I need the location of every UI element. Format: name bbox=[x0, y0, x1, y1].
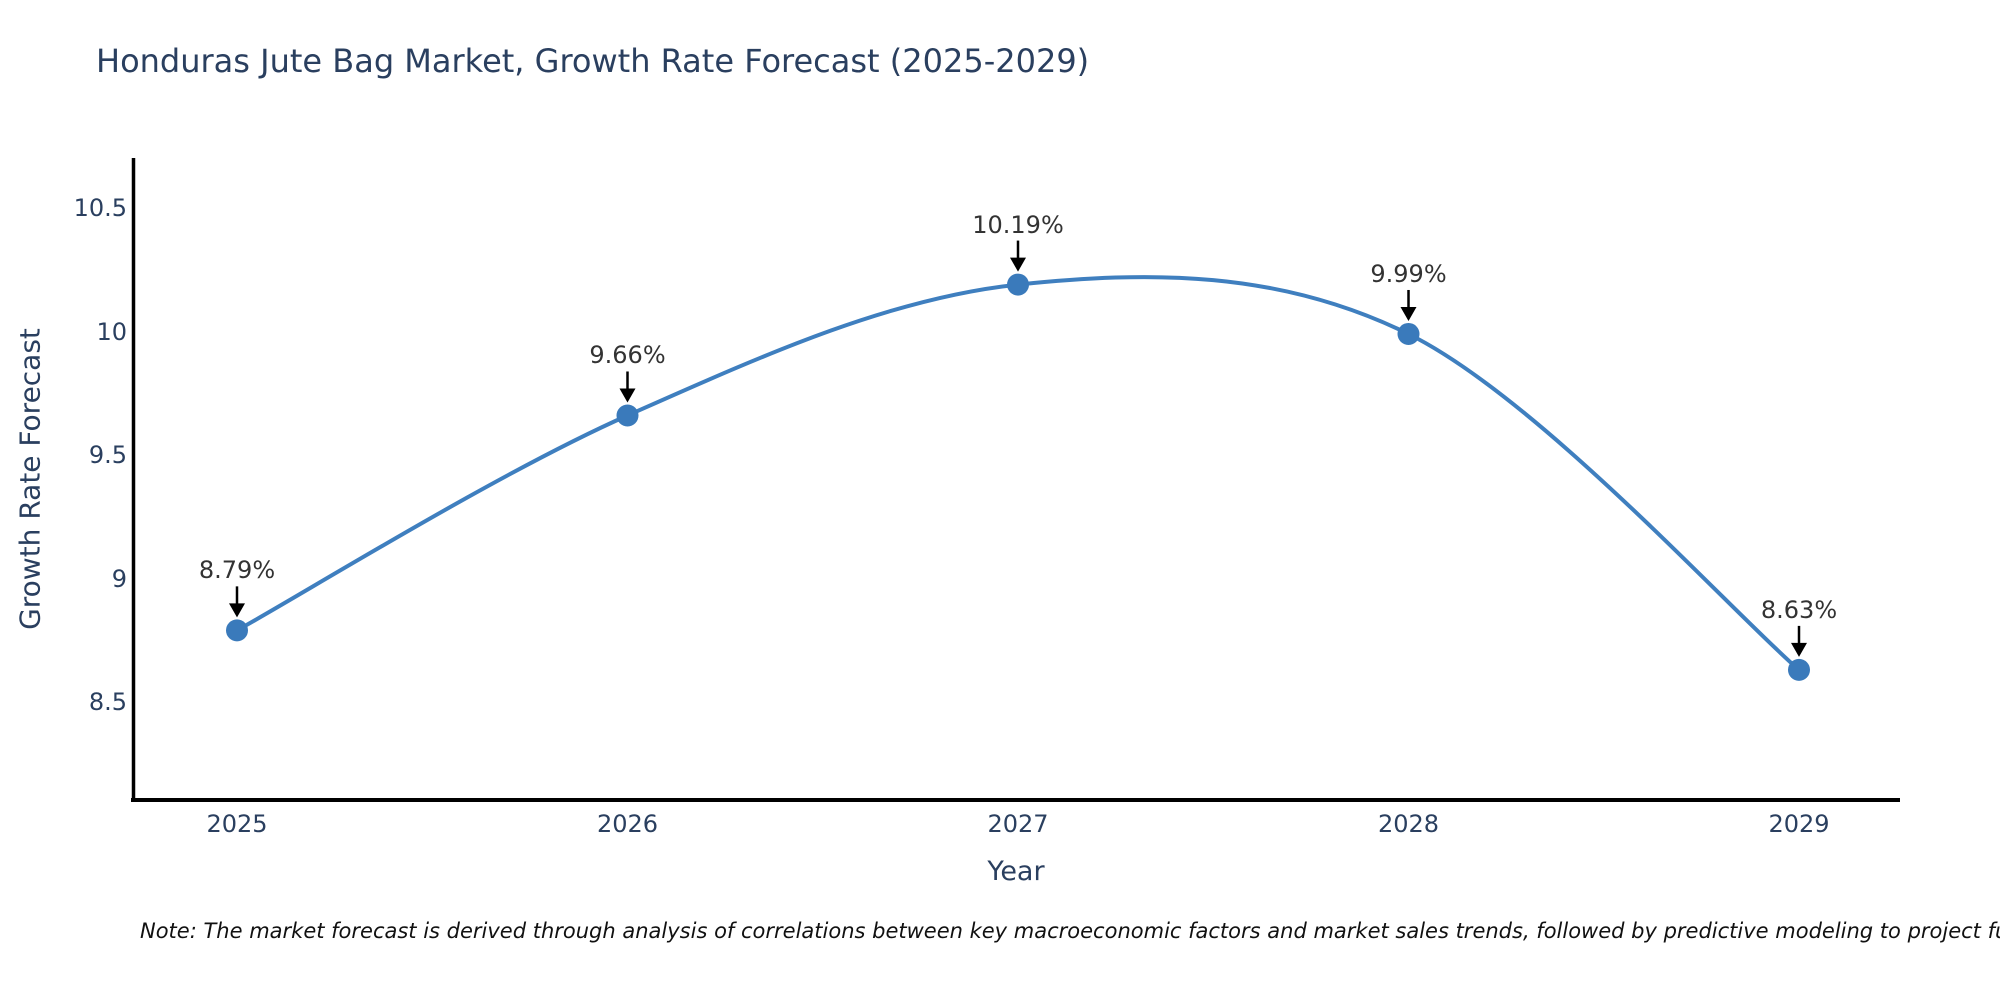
y-tick-label: 10 bbox=[96, 317, 127, 346]
annotation-arrow-head bbox=[619, 388, 636, 403]
data-point-marker bbox=[226, 619, 248, 642]
point-value-label: 9.99% bbox=[1370, 259, 1447, 288]
data-point-marker bbox=[616, 404, 639, 427]
trace-line bbox=[236, 275, 1801, 672]
footnote-text: Note: The market forecast is derived thr… bbox=[140, 919, 2000, 943]
x-axis-title: Year bbox=[987, 856, 1045, 887]
annotation-arrow-head bbox=[1010, 257, 1026, 272]
point-value-label: 10.19% bbox=[972, 210, 1064, 239]
annotation-arrow-head bbox=[1791, 642, 1807, 657]
y-tick-label: 8.5 bbox=[88, 688, 127, 716]
x-tick-label: 2028 bbox=[1377, 810, 1440, 838]
point-value-label: 9.66% bbox=[589, 341, 666, 370]
data-point-marker bbox=[1788, 658, 1810, 681]
x-tick-label: 2025 bbox=[206, 810, 268, 838]
data-point-marker bbox=[1397, 322, 1420, 345]
point-value-label: 8.63% bbox=[1760, 595, 1838, 624]
annotation-arrow-head bbox=[1400, 306, 1417, 321]
x-tick-label: 2027 bbox=[987, 810, 1049, 838]
y-tick-label: 10.5 bbox=[73, 194, 127, 222]
x-tick-label: 2029 bbox=[1768, 810, 1830, 838]
point-value-label: 8.79% bbox=[198, 556, 276, 585]
data-point-marker bbox=[1007, 273, 1029, 296]
y-tick-label: 9 bbox=[111, 564, 127, 593]
y-tick-label: 9.5 bbox=[88, 441, 127, 469]
annotation-arrow-head bbox=[229, 603, 245, 618]
x-tick-label: 2026 bbox=[596, 810, 659, 838]
chart-title: Honduras Jute Bag Market, Growth Rate Fo… bbox=[96, 42, 1090, 80]
